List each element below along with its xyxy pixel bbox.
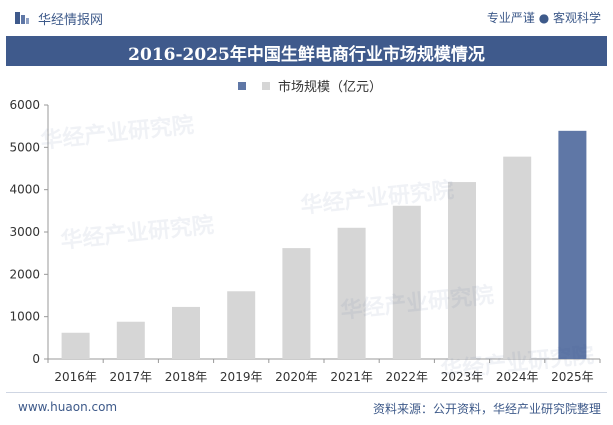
y-tick-label: 5000 (9, 140, 40, 154)
bar (172, 306, 200, 359)
legend-label: 市场规模（亿元） (278, 80, 383, 95)
brand: 华经情报网 (14, 9, 104, 28)
footer-divider (6, 392, 607, 393)
bar (503, 156, 532, 359)
top-bar: 华经情报网 专业严谨 ● 客观科学 (0, 0, 613, 36)
brand-name: 华经情报网 (38, 12, 104, 28)
y-tick-label: 6000 (9, 98, 40, 112)
bar (282, 248, 311, 359)
x-tick-label: 2018年 (165, 370, 208, 384)
x-tick-label: 2017年 (110, 370, 153, 384)
x-tick-label: 2019年 (220, 370, 263, 384)
x-tick-label: 2016年 (54, 370, 97, 384)
title-bar: 2016-2025年中国生鲜电商行业市场规模情况 (6, 36, 607, 66)
y-tick-label: 3000 (9, 225, 40, 239)
legend: 市场规模（亿元） (238, 76, 382, 95)
brand-logo-icon (15, 12, 29, 24)
tagline: 专业严谨 ● 客观科学 (486, 11, 601, 25)
y-tick-label: 4000 (9, 183, 40, 197)
bar (392, 205, 421, 359)
y-tick-label: 1000 (9, 310, 40, 324)
bar (227, 291, 256, 359)
x-tick-label: 2025年 (551, 370, 594, 384)
y-tick-label: 0 (32, 352, 40, 366)
bar-chart: 0 1000 2000 3000 4000 5000 6000 2016年 2017年 2018年… (9, 98, 601, 384)
footer-source: 资料来源：公开资料，华经产业研究院整理 (372, 402, 601, 416)
bar (116, 321, 145, 359)
x-tick-label: 2024年 (496, 370, 539, 384)
x-tick-label: 2023年 (441, 370, 484, 384)
x-tick-label: 2020年 (275, 370, 318, 384)
legend-swatch-highlight (238, 81, 246, 90)
bar (61, 332, 90, 359)
bar (448, 182, 476, 359)
x-tick-label: 2021年 (330, 370, 373, 384)
footer-website[interactable]: www.huaon.com (18, 400, 118, 414)
chart-title: 2016-2025年中国生鲜电商行业市场规模情况 (128, 45, 485, 65)
y-tick-label: 2000 (9, 267, 40, 281)
x-tick-label: 2022年 (386, 370, 429, 384)
bar (558, 130, 587, 359)
legend-swatch-default (262, 81, 270, 90)
bar (337, 227, 366, 359)
